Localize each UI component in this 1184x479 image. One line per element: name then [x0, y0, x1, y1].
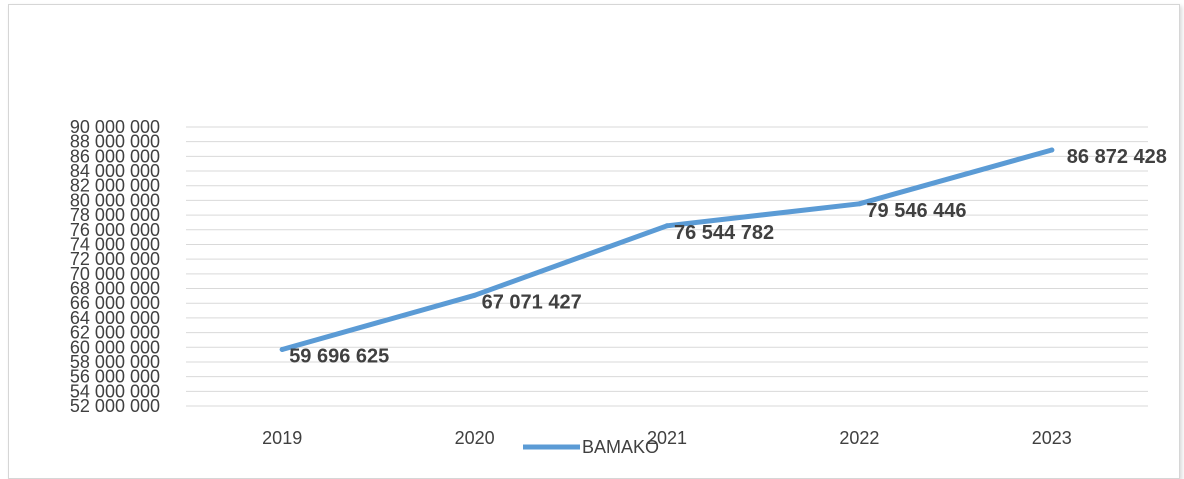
data-point: [1049, 147, 1055, 153]
y-tick-label: 54 000 000: [70, 381, 160, 401]
y-tick-label: 70 000 000: [70, 264, 160, 284]
y-tick-label: 52 000 000: [70, 396, 160, 416]
y-tick-label: 66 000 000: [70, 293, 160, 313]
chart-frame: [8, 4, 1180, 479]
data-point: [472, 292, 478, 298]
x-tick-label: 2023: [1032, 428, 1072, 448]
y-tick-label: 64 000 000: [70, 308, 160, 328]
y-tick-label: 62 000 000: [70, 323, 160, 343]
data-label: 79 546 446: [866, 200, 966, 222]
x-tick-label: 2019: [262, 428, 302, 448]
y-tick-label: 78 000 000: [70, 205, 160, 225]
y-tick-label: 76 000 000: [70, 220, 160, 240]
y-tick-label: 80 000 000: [70, 190, 160, 210]
data-label: 59 696 625: [289, 345, 389, 367]
x-tick-label: 2022: [839, 428, 879, 448]
data-point: [279, 346, 285, 352]
y-tick-label: 84 000 000: [70, 161, 160, 181]
y-tick-label: 60 000 000: [70, 337, 160, 357]
y-tick-label: 88 000 000: [70, 132, 160, 152]
x-tick-label: 2021: [647, 428, 687, 448]
y-tick-label: 56 000 000: [70, 367, 160, 387]
y-tick-label: 86 000 000: [70, 146, 160, 166]
data-label: 86 872 428: [1067, 146, 1167, 168]
y-tick-label: 72 000 000: [70, 249, 160, 269]
data-point: [856, 201, 862, 207]
data-point: [664, 223, 670, 229]
legend-label-bamako: BAMAKO: [582, 437, 659, 457]
y-tick-label: 74 000 000: [70, 234, 160, 254]
series-line-bamako: [279, 147, 1055, 352]
data-label: 76 544 782: [674, 222, 774, 244]
y-tick-label: 90 000 000: [70, 117, 160, 137]
y-tick-label: 82 000 000: [70, 176, 160, 196]
data-label: 67 071 427: [482, 291, 582, 313]
x-tick-label: 2020: [455, 428, 495, 448]
y-tick-label: 58 000 000: [70, 352, 160, 372]
y-tick-label: 68 000 000: [70, 279, 160, 299]
